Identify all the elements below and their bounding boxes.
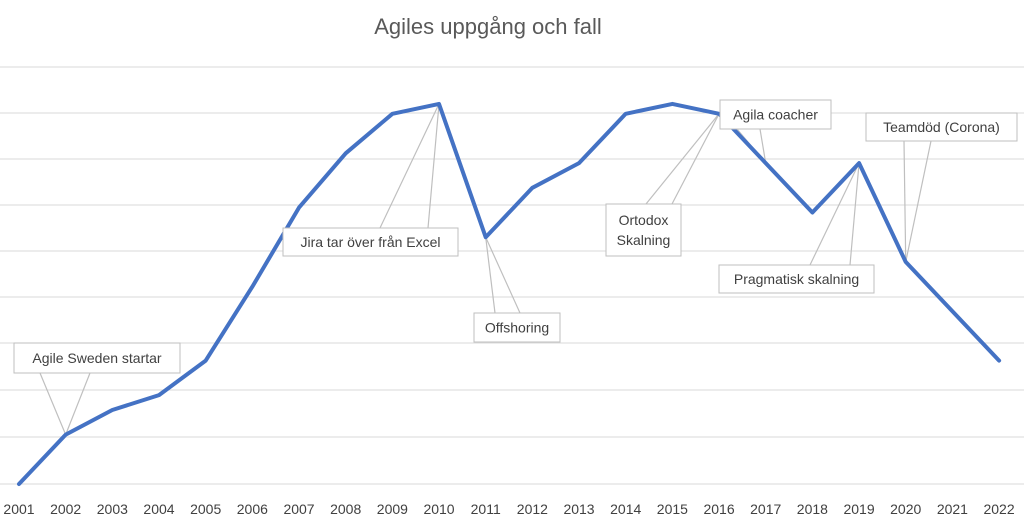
- x-tick-label: 2009: [377, 501, 408, 517]
- callout-leader: [379, 103, 440, 229]
- callout-leader: [903, 140, 907, 262]
- callout-leader: [809, 162, 860, 266]
- x-tick-label: 2015: [657, 501, 688, 517]
- x-tick-label: 2001: [3, 501, 34, 517]
- x-tick-label: 2006: [237, 501, 268, 517]
- x-tick-label: 2013: [563, 501, 594, 517]
- callout-label: Ortodox: [619, 212, 669, 228]
- callout-box: [605, 203, 682, 257]
- callout-leader: [485, 237, 496, 314]
- x-tick-label: 2005: [190, 501, 221, 517]
- callout: Teamdöd (Corona): [865, 112, 1018, 142]
- x-tick-label: 2004: [143, 501, 174, 517]
- callout-label: Jira tar över från Excel: [300, 234, 440, 250]
- callout-label: Teamdöd (Corona): [883, 119, 1000, 135]
- callout-box: [718, 264, 875, 294]
- callout: Agila coacher: [719, 99, 832, 130]
- callout-label: Agila coacher: [733, 107, 818, 123]
- callout-leader: [849, 163, 860, 266]
- x-tick-label: 2019: [843, 501, 874, 517]
- x-tick-label: 2016: [703, 501, 734, 517]
- callout-leader: [905, 140, 932, 262]
- x-tick-label: 2017: [750, 501, 781, 517]
- callout: Pragmatisk skalning: [718, 264, 875, 294]
- callout: Offshoring: [473, 312, 561, 343]
- callout-leader: [759, 128, 767, 164]
- callout: Ortodox Skalning: [605, 203, 682, 257]
- x-tick-label: 2014: [610, 501, 641, 517]
- callout-label: Offshoring: [485, 320, 549, 336]
- callout: Agile Sweden startar: [13, 342, 181, 374]
- x-tick-label: 2021: [937, 501, 968, 517]
- x-tick-label: 2020: [890, 501, 921, 517]
- callout-box: [473, 312, 561, 343]
- callouts: Agile Sweden startar Jira tar över från E…: [13, 99, 1018, 374]
- callout-box: [719, 99, 832, 130]
- callout-box: [865, 112, 1018, 142]
- callout-label: Skalning: [617, 232, 671, 248]
- chart-title: Agiles uppgång och fall: [374, 14, 602, 39]
- x-tick-label: 2008: [330, 501, 361, 517]
- x-tick-label: 2011: [471, 501, 501, 517]
- x-tick-label: 2022: [983, 501, 1014, 517]
- callout-leader: [645, 113, 720, 205]
- callout-leader: [65, 372, 91, 435]
- x-tick-label: 2012: [517, 501, 548, 517]
- callout-leader: [485, 236, 521, 314]
- callout-box: [13, 342, 181, 374]
- callout-leaders: [39, 103, 932, 435]
- x-tick-label: 2002: [50, 501, 81, 517]
- x-axis-ticks: 2001 2002 2003 2004 2005 2006 2007 2008 2009 2010…: [3, 501, 1014, 517]
- x-tick-label: 2018: [797, 501, 828, 517]
- x-tick-label: 2010: [423, 501, 454, 517]
- callout-label: Pragmatisk skalning: [734, 271, 859, 287]
- x-tick-label: 2007: [283, 501, 314, 517]
- callout-leader: [671, 113, 720, 205]
- callout-label: Agile Sweden startar: [32, 350, 162, 366]
- callout-box: [282, 227, 459, 257]
- callout-leader: [39, 372, 67, 435]
- x-tick-label: 2003: [97, 501, 128, 517]
- series-line: [17, 101, 1002, 486]
- callout-leader: [427, 103, 440, 229]
- callout: Jira tar över från Excel: [282, 227, 459, 257]
